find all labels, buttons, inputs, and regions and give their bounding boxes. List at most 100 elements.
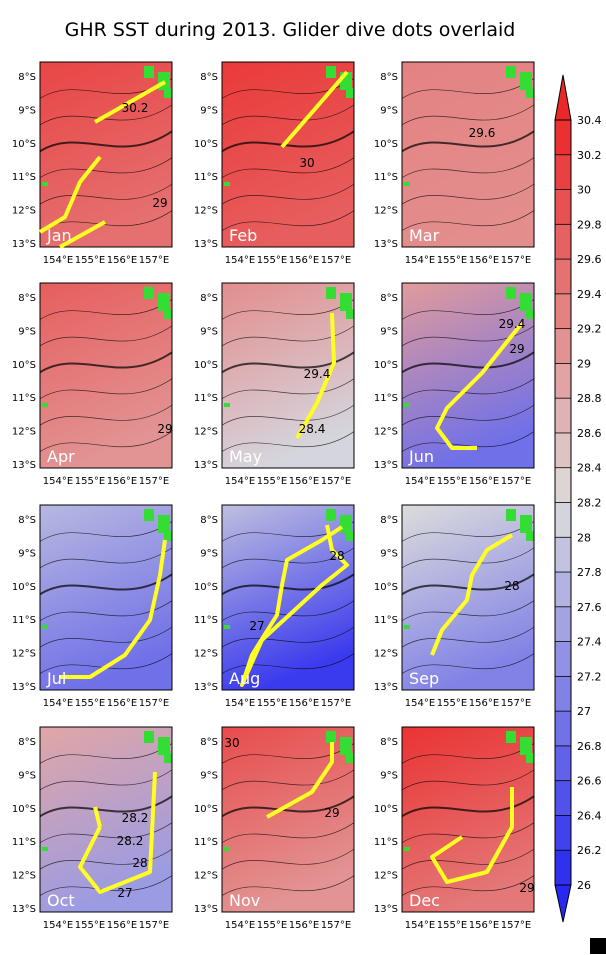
- lon-label: 154°E: [225, 920, 255, 931]
- contour: [221, 183, 355, 205]
- lon-label: 157°E: [321, 476, 351, 487]
- contour: [39, 521, 173, 542]
- lat-label: 11°S: [374, 837, 398, 848]
- contour: [401, 547, 535, 569]
- contour-label: 29: [152, 196, 167, 210]
- island: [144, 66, 154, 78]
- lat-label: 12°S: [12, 427, 36, 438]
- contour: [401, 573, 535, 596]
- colorbar-segment: [555, 537, 571, 573]
- colorbar-label: 27.4: [577, 636, 602, 649]
- island: [340, 515, 352, 533]
- island: [326, 287, 336, 299]
- contour: [221, 431, 355, 452]
- lon-label: 157°E: [139, 920, 169, 931]
- lon-label: 156°E: [107, 698, 137, 709]
- lat-label: 10°S: [194, 360, 218, 371]
- colorbar-segment: [555, 224, 571, 260]
- lat-label: 10°S: [374, 582, 398, 593]
- colorbar-segment: [555, 711, 571, 746]
- lon-label: 154°E: [405, 920, 435, 931]
- lon-label: 157°E: [501, 476, 531, 487]
- month-label: Apr: [47, 447, 75, 466]
- island: [526, 753, 534, 763]
- contour: [401, 521, 535, 542]
- island: [326, 731, 336, 743]
- colorbar-frame: [554, 119, 572, 886]
- lat-label: 10°S: [12, 360, 36, 371]
- frame: [401, 61, 535, 248]
- sst-field: [40, 505, 172, 690]
- lat-label: 12°S: [194, 871, 218, 882]
- contour-label: 29: [509, 342, 524, 356]
- colorbar-label: 28.2: [577, 497, 602, 510]
- colorbar-segment: [555, 815, 571, 851]
- contour: [401, 210, 535, 231]
- colorbar-label: 29.6: [577, 253, 602, 266]
- frame: [221, 726, 355, 913]
- lat-label: 13°S: [12, 904, 36, 915]
- lat-label: 12°S: [194, 427, 218, 438]
- lat-label: 13°S: [374, 682, 398, 693]
- glider-track: [280, 70, 349, 149]
- island: [526, 309, 534, 319]
- lon-label: 157°E: [501, 920, 531, 931]
- colorbar-label: 28.8: [577, 392, 602, 405]
- contour-label: 29: [519, 881, 534, 895]
- lon-label: 157°E: [501, 698, 531, 709]
- contour: [401, 600, 535, 622]
- contour: [39, 299, 173, 320]
- colorbar-top-arrow: [554, 74, 572, 121]
- lat-label: 10°S: [194, 139, 218, 150]
- sst-field: [402, 283, 534, 468]
- figure-title: GHR SST during 2013. Glider dive dots ov…: [65, 19, 516, 41]
- contour: [401, 848, 535, 870]
- sst-field: [402, 727, 534, 912]
- colorbar-segment: [555, 850, 571, 885]
- lon-label: 155°E: [437, 476, 467, 487]
- lon-label: 157°E: [139, 255, 169, 266]
- lat-label: 9°S: [380, 105, 398, 116]
- contour: [221, 78, 355, 99]
- lat-label: 12°S: [374, 871, 398, 882]
- lat-label: 8°S: [380, 737, 398, 748]
- lon-label: 154°E: [43, 920, 73, 931]
- lat-label: 8°S: [18, 72, 36, 83]
- lon-label: 155°E: [257, 255, 287, 266]
- colorbar-segment: [555, 641, 571, 677]
- contour: [401, 78, 535, 99]
- colorbar-label: 29.8: [577, 218, 602, 231]
- lon-label: 154°E: [405, 476, 435, 487]
- lat-label: 11°S: [194, 837, 218, 848]
- colorbar-label: 27: [577, 705, 591, 718]
- glider-track: [435, 321, 524, 450]
- contour: [39, 157, 173, 179]
- contour: [401, 653, 535, 674]
- contour: [39, 547, 173, 569]
- lat-label: 8°S: [380, 515, 398, 526]
- colorbar-segment: [555, 259, 571, 294]
- lon-label: 155°E: [75, 920, 105, 931]
- contour: [401, 157, 535, 179]
- frame: [39, 282, 173, 469]
- colorbar-segment: [555, 189, 571, 225]
- contour: [39, 600, 173, 622]
- island: [42, 182, 48, 186]
- lon-label: 154°E: [43, 476, 73, 487]
- map-panel: 29 Dec 8°S 9°S 10°S 11°S 12°S 13°S 154°E 155°E 156…: [374, 726, 535, 931]
- contour-label: 27: [117, 886, 132, 900]
- lon-label: 155°E: [437, 920, 467, 931]
- colorbar-segment: [555, 328, 571, 364]
- contour: [221, 848, 355, 870]
- lon-label: 154°E: [43, 698, 73, 709]
- contour-label: 28: [504, 579, 519, 593]
- lat-label: 10°S: [194, 804, 218, 815]
- contour-label: 28: [329, 549, 344, 563]
- sst-field: [222, 283, 354, 468]
- month-label: Aug: [229, 669, 260, 688]
- lon-label: 155°E: [75, 476, 105, 487]
- contour: [39, 431, 173, 452]
- island: [520, 293, 532, 311]
- island: [42, 625, 48, 629]
- colorbar-label: 30.2: [577, 149, 602, 162]
